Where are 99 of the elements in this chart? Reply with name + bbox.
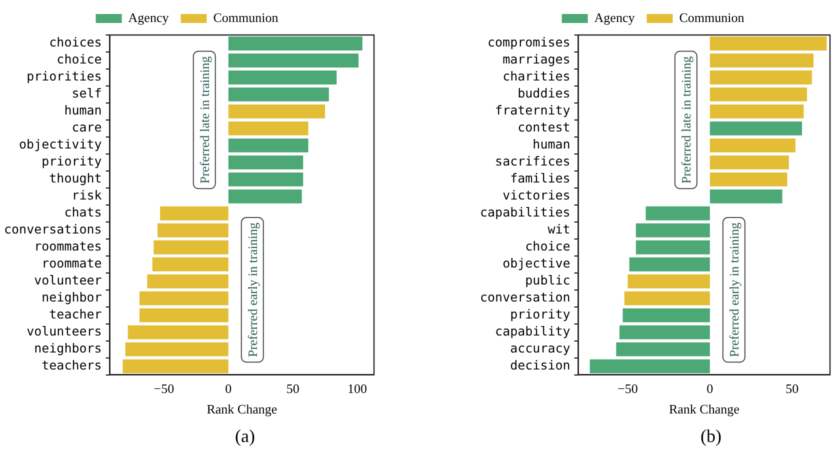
y-tick-label: priority xyxy=(510,306,571,322)
y-tick-label: fraternity xyxy=(495,102,571,118)
legend-label: Communion xyxy=(679,10,745,25)
bar xyxy=(228,155,304,170)
y-tick-label: objectivity xyxy=(19,136,102,152)
y-tick-label: volunteers xyxy=(26,324,102,339)
y-tick-label: thought xyxy=(49,170,102,186)
legend-label: Agency xyxy=(594,10,636,25)
bar xyxy=(128,325,228,340)
x-axis-title: Rank Change xyxy=(206,402,278,417)
y-tick-label: wit xyxy=(548,222,570,237)
bar xyxy=(710,36,827,50)
bar xyxy=(636,240,710,254)
bar xyxy=(710,172,788,186)
x-tick-label: −50 xyxy=(154,381,174,396)
y-tick-label: compromises xyxy=(488,34,570,50)
y-tick-label: human xyxy=(64,102,102,118)
legend-label: Agency xyxy=(128,10,170,25)
y-tick-label: objective xyxy=(502,256,570,271)
bar xyxy=(624,291,710,306)
bar xyxy=(616,342,710,356)
y-tick-label: choice xyxy=(525,238,570,254)
annotation: Preferred late in training xyxy=(196,56,212,184)
y-tick-label: choice xyxy=(56,52,102,67)
y-tick-label: self xyxy=(72,86,102,101)
bar xyxy=(228,88,329,102)
y-tick-label: public xyxy=(525,272,570,288)
y-tick-label: contest xyxy=(518,120,570,135)
y-tick-label: sacrifices xyxy=(495,154,570,169)
bar xyxy=(710,54,814,68)
annotation: Preferred early in training xyxy=(244,222,260,358)
bar xyxy=(622,308,710,322)
y-tick-label: victories xyxy=(502,188,570,203)
bar xyxy=(710,138,796,152)
y-tick-label: choices xyxy=(49,34,102,50)
y-tick-label: chats xyxy=(64,204,102,220)
bar xyxy=(710,155,789,170)
annotation: Preferred early in training xyxy=(726,222,742,358)
bar xyxy=(590,359,710,374)
bar xyxy=(710,104,804,118)
y-tick-label: charities xyxy=(502,68,570,84)
bar xyxy=(152,257,228,272)
y-tick-label: risk xyxy=(72,188,102,203)
bar xyxy=(147,274,228,288)
y-tick-label: teacher xyxy=(49,306,102,322)
bar xyxy=(710,121,802,136)
bar xyxy=(228,104,326,118)
bar xyxy=(158,223,228,238)
y-tick-label: conversations xyxy=(4,222,102,237)
bar xyxy=(228,189,302,204)
legend-label: Communion xyxy=(213,10,279,25)
bar xyxy=(228,172,304,186)
bar xyxy=(122,359,228,374)
y-tick-label: roommates xyxy=(34,238,102,254)
bar xyxy=(228,121,308,136)
y-tick-label: capability xyxy=(495,324,571,339)
bar xyxy=(710,189,782,204)
bar xyxy=(629,257,710,272)
bar xyxy=(139,308,228,322)
x-tick-label: 100 xyxy=(348,381,367,396)
bar xyxy=(228,54,359,68)
bar xyxy=(125,342,228,356)
text: (a) xyxy=(234,426,256,447)
y-tick-label: teachers xyxy=(42,358,102,373)
bar xyxy=(710,88,807,102)
y-tick-label: human xyxy=(532,136,570,152)
y-tick-label: care xyxy=(72,120,102,135)
bar xyxy=(228,138,308,152)
bar xyxy=(228,36,362,50)
y-tick-label: capabilities xyxy=(480,204,570,220)
bar xyxy=(228,70,337,84)
y-tick-label: neighbors xyxy=(34,340,102,356)
annotation: Preferred late in training xyxy=(678,56,694,184)
y-tick-label: priority xyxy=(42,154,102,169)
y-tick-label: conversation xyxy=(480,290,570,305)
bar xyxy=(636,223,710,238)
bar xyxy=(154,240,228,254)
y-tick-label: roommate xyxy=(42,256,102,271)
x-tick-label: −50 xyxy=(617,381,638,396)
x-tick-label: 0 xyxy=(225,381,232,396)
y-tick-label: neighbor xyxy=(42,290,102,305)
x-axis-title: Rank Change xyxy=(668,402,740,417)
y-tick-label: decision xyxy=(510,358,570,373)
y-tick-label: families xyxy=(510,170,570,186)
bar xyxy=(646,206,710,220)
y-tick-label: accuracy xyxy=(510,340,571,356)
y-tick-label: buddies xyxy=(518,86,570,101)
x-tick-label: 0 xyxy=(706,381,714,396)
bar xyxy=(628,274,710,288)
x-tick-label: 50 xyxy=(786,381,799,396)
y-tick-label: priorities xyxy=(26,68,102,84)
y-tick-label: volunteer xyxy=(34,272,102,288)
x-tick-label: 50 xyxy=(286,381,300,396)
bar xyxy=(160,206,228,220)
bar xyxy=(139,291,228,306)
bar xyxy=(710,70,812,84)
bar xyxy=(619,325,710,340)
y-tick-label: marriages xyxy=(502,52,570,67)
text: (b) xyxy=(700,426,722,447)
